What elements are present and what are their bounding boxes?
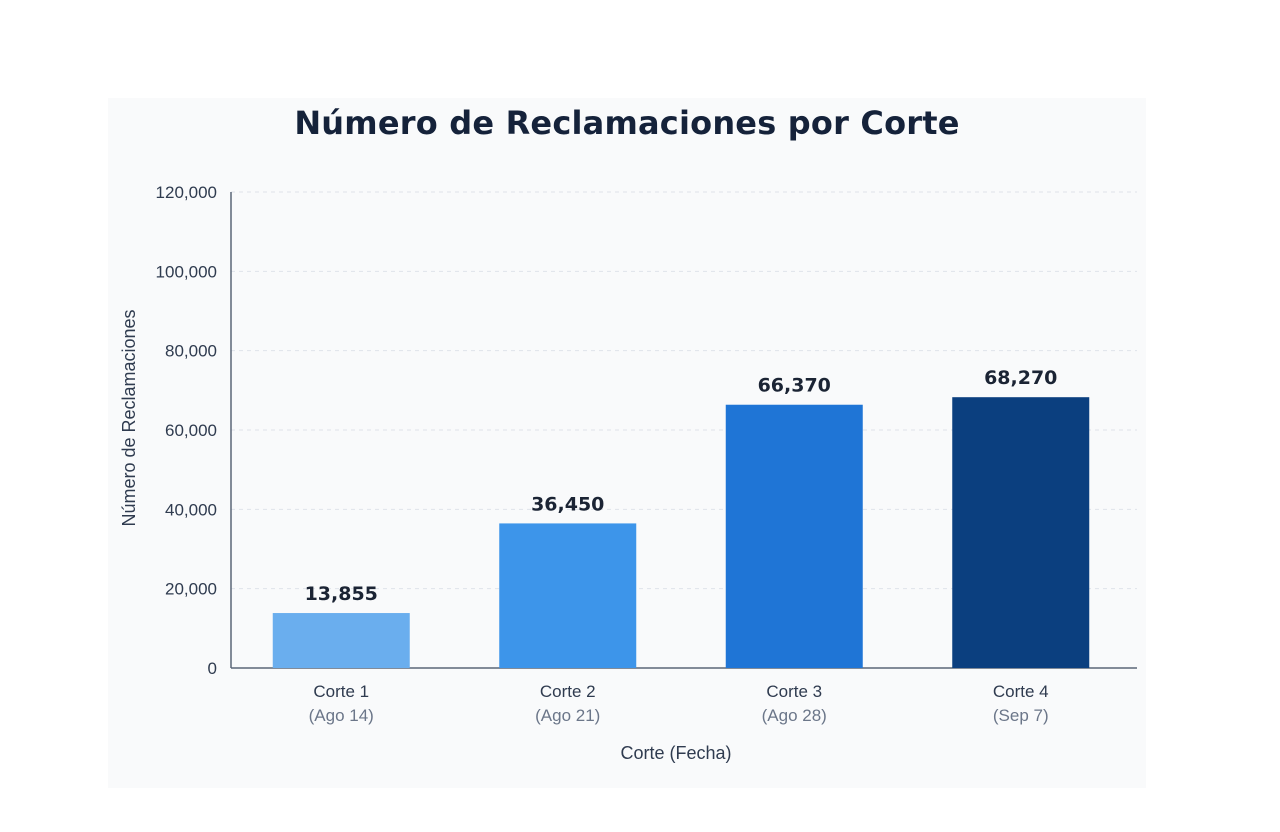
chart-title: Número de Reclamaciones por Corte [294,104,960,142]
y-tick-label: 80,000 [165,342,217,361]
x-tick-label: Corte 3 [766,682,822,701]
bar-value-label: 66,370 [758,375,831,397]
bar-value-label: 36,450 [531,493,604,515]
x-tick-date-label: (Ago 14) [309,706,374,725]
y-tick-label: 120,000 [156,183,217,202]
x-tick-label: Corte 4 [993,682,1049,701]
bars [272,397,1090,668]
y-tick-label: 60,000 [165,421,217,440]
x-tick-date-label: (Ago 28) [762,706,827,725]
bar-value-label: 13,855 [305,583,378,605]
x-tick-label: Corte 1 [313,682,369,701]
x-tick-date-label: (Ago 21) [535,706,600,725]
x-axis-title: Corte (Fecha) [620,743,731,763]
y-tick-label: 100,000 [156,262,217,281]
x-tick-labels: Corte 1 (Ago 14) Corte 2 (Ago 21) Corte 3 (Ag… [309,682,1049,725]
bar [499,523,637,668]
bar [725,404,863,668]
y-axis-title: Número de Reclamaciones [119,309,139,526]
bar [952,397,1090,668]
value-labels: 13,855 36,450 66,370 68,270 [305,367,1058,605]
y-tick-labels: 0 20,000 40,000 60,000 80,000 100,000 120,000 [156,183,217,678]
bar-value-label: 68,270 [984,367,1057,389]
y-tick-label: 0 [208,659,217,678]
x-tick-date-label: (Sep 7) [993,706,1049,725]
bar [272,613,410,668]
y-tick-label: 40,000 [165,500,217,519]
x-tick-label: Corte 2 [540,682,596,701]
y-tick-label: 20,000 [165,580,217,599]
